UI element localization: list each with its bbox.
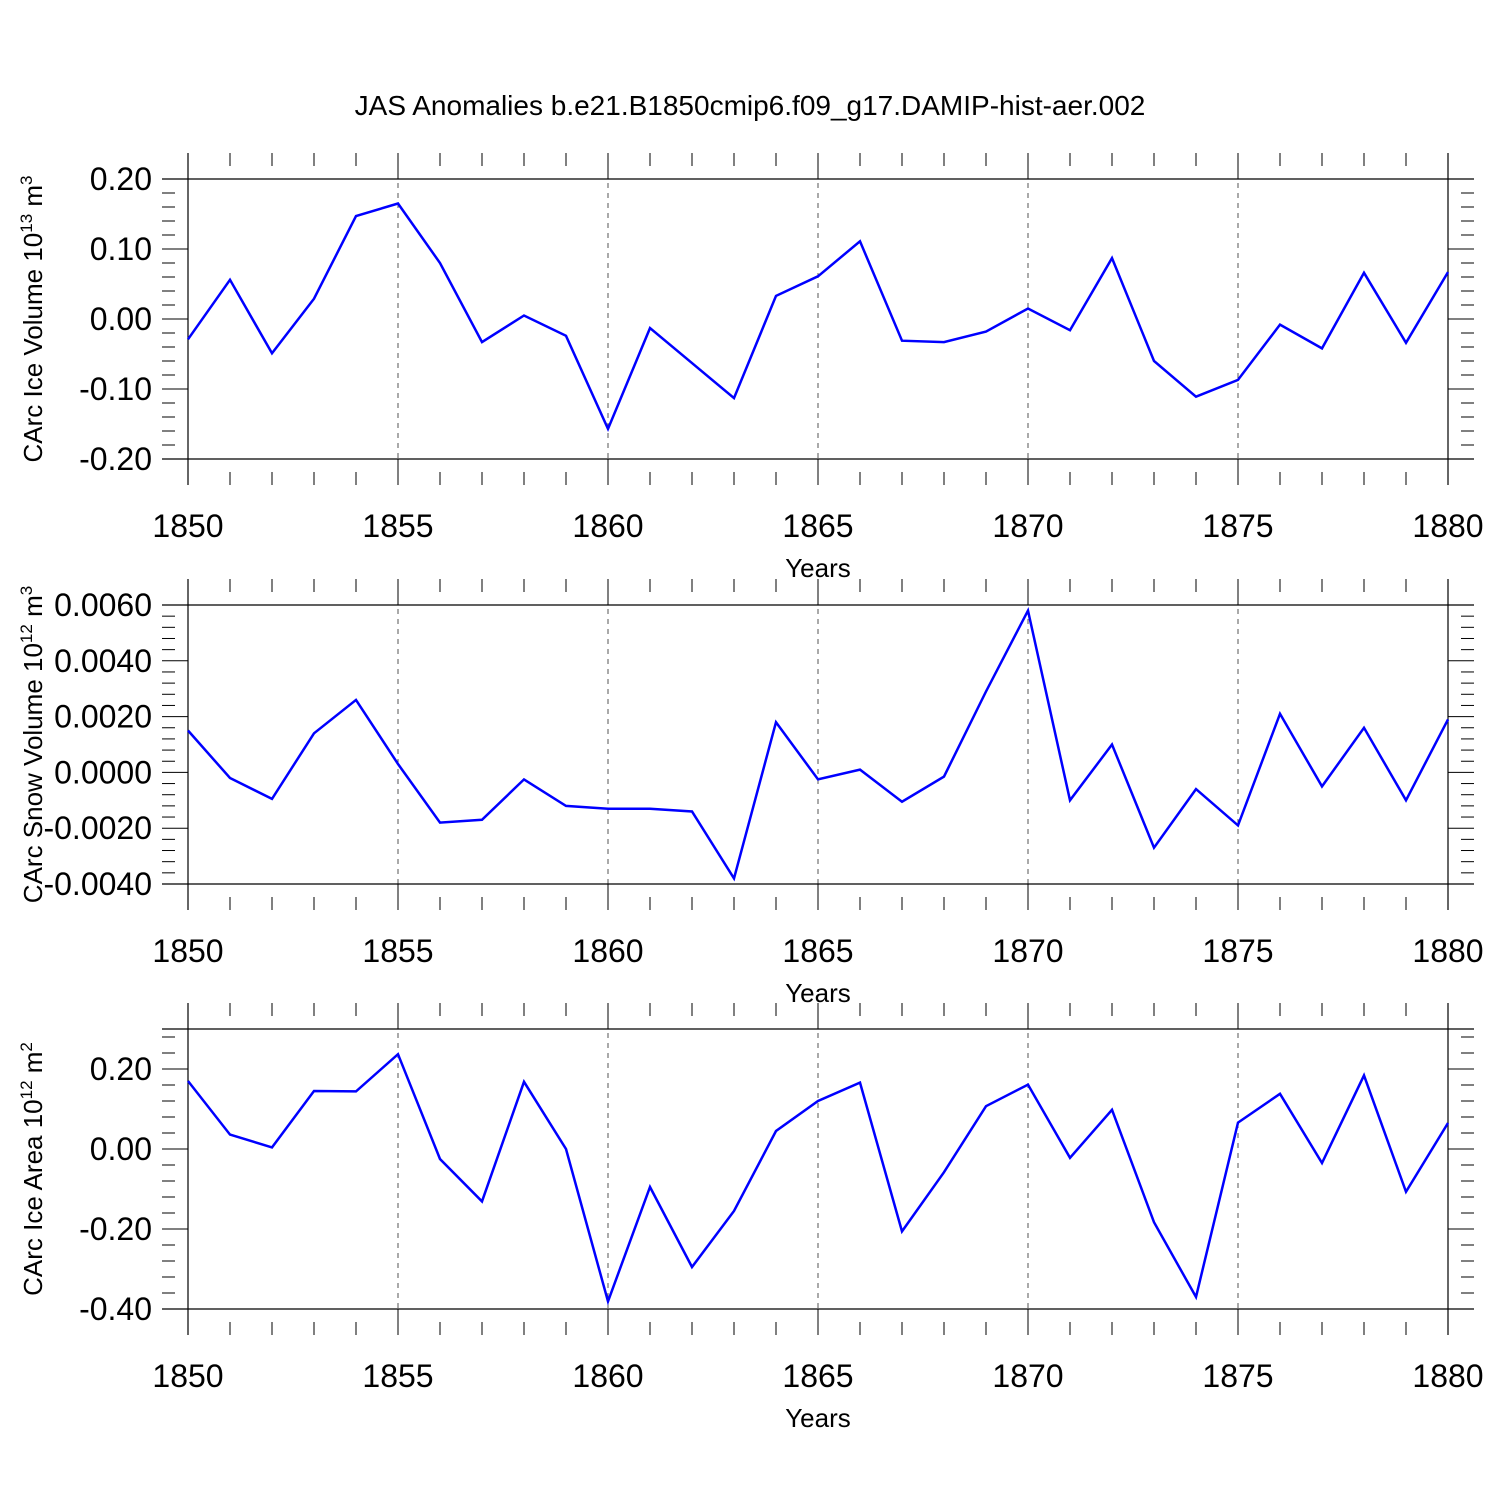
x-tick-label: 1850 <box>152 933 223 969</box>
x-tick-label: 1875 <box>1202 508 1273 544</box>
x-tick-label: 1870 <box>992 1358 1063 1394</box>
series-line <box>187 606 1450 882</box>
x-tick-label: 1880 <box>1412 1358 1483 1394</box>
x-tick-label: 1880 <box>1412 933 1483 969</box>
x-tick-label: 1875 <box>1202 933 1273 969</box>
x-tick-label: 1860 <box>572 508 643 544</box>
y-tick-label: 0.0020 <box>54 699 152 735</box>
x-tick-label: 1850 <box>152 1358 223 1394</box>
series-line <box>186 202 1450 433</box>
chart-title: JAS Anomalies b.e21.B1850cmip6.f09_g17.D… <box>355 90 1146 121</box>
x-tick-label: 1865 <box>782 933 853 969</box>
y-tick-label: -0.20 <box>79 441 152 477</box>
x-axis-label: Years <box>785 1403 851 1433</box>
y-tick-label: 0.00 <box>90 301 152 337</box>
x-tick-label: 1860 <box>572 933 643 969</box>
y-tick-label: 0.20 <box>90 161 152 197</box>
y-tick-label: 0.20 <box>90 1051 152 1087</box>
y-tick-label: 0.0040 <box>54 643 152 679</box>
x-tick-label: 1855 <box>362 508 433 544</box>
y-tick-label: -0.10 <box>79 371 152 407</box>
y-tick-label: 0.0060 <box>54 587 152 623</box>
x-tick-label: 1865 <box>782 508 853 544</box>
x-tick-label: 1870 <box>992 933 1063 969</box>
y-tick-label: 0.00 <box>90 1131 152 1167</box>
x-tick-label: 1850 <box>152 508 223 544</box>
y-tick-label: -0.40 <box>79 1291 152 1327</box>
y-tick-label: 0.0000 <box>54 754 152 790</box>
series-line <box>187 1052 1450 1306</box>
x-tick-label: 1875 <box>1202 1358 1273 1394</box>
y-tick-label: -0.0020 <box>43 810 152 846</box>
y-tick-label: -0.20 <box>79 1211 152 1247</box>
x-tick-label: 1870 <box>992 508 1063 544</box>
y-axis-label: CArc Ice Volume 1013 m3 <box>17 175 48 462</box>
x-axis-label: Years <box>785 553 851 583</box>
x-tick-label: 1855 <box>362 933 433 969</box>
x-tick-label: 1860 <box>572 1358 643 1394</box>
x-tick-label: 1865 <box>782 1358 853 1394</box>
y-axis-label: CArc Ice Area 1012 m2 <box>17 1042 48 1296</box>
y-axis-label: CArc Snow Volume 1012 m3 <box>17 586 48 903</box>
x-tick-label: 1855 <box>362 1358 433 1394</box>
x-tick-label: 1880 <box>1412 508 1483 544</box>
y-tick-label: -0.0040 <box>43 866 152 902</box>
y-tick-label: 0.10 <box>90 231 152 267</box>
